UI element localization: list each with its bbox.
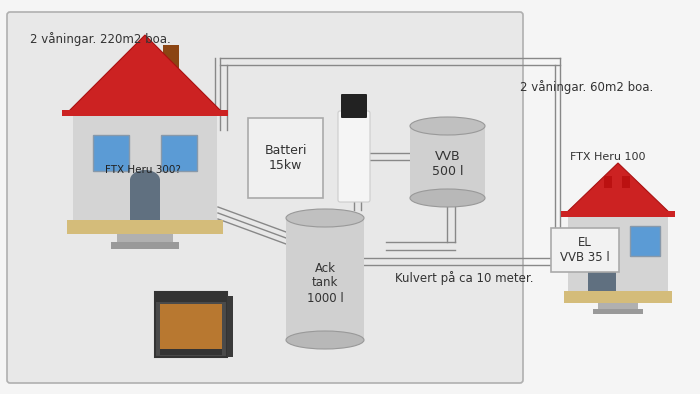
Bar: [604, 176, 612, 188]
Polygon shape: [563, 163, 673, 216]
Bar: [622, 176, 630, 188]
Ellipse shape: [130, 170, 160, 190]
Bar: [568, 216, 668, 291]
Bar: [561, 211, 675, 217]
Bar: [117, 234, 173, 242]
Text: Ack
tank
1000 l: Ack tank 1000 l: [307, 262, 344, 305]
FancyBboxPatch shape: [155, 292, 227, 357]
Bar: [160, 304, 222, 351]
FancyBboxPatch shape: [630, 226, 660, 256]
Text: FTX Heru 100: FTX Heru 100: [570, 152, 645, 162]
Ellipse shape: [286, 331, 364, 349]
Bar: [163, 45, 179, 95]
Bar: [160, 349, 222, 355]
FancyBboxPatch shape: [338, 111, 370, 202]
Text: VVB
500 l: VVB 500 l: [432, 150, 463, 178]
Text: Kulvert på ca 10 meter.: Kulvert på ca 10 meter.: [395, 271, 533, 285]
Bar: [410, 126, 485, 198]
Bar: [73, 115, 217, 220]
Polygon shape: [65, 35, 225, 115]
Bar: [67, 220, 223, 234]
Text: FTX Heru 300?: FTX Heru 300?: [105, 165, 181, 175]
FancyBboxPatch shape: [341, 94, 367, 118]
Text: EL
VVB 35 l: EL VVB 35 l: [560, 236, 610, 264]
Bar: [593, 309, 643, 314]
FancyBboxPatch shape: [93, 135, 129, 171]
FancyBboxPatch shape: [248, 118, 323, 198]
Bar: [286, 218, 364, 340]
Bar: [111, 242, 179, 249]
Ellipse shape: [286, 209, 364, 227]
Text: 2 våningar. 220m2 boa.: 2 våningar. 220m2 boa.: [30, 32, 171, 46]
Bar: [62, 110, 228, 116]
Bar: [227, 296, 233, 357]
Ellipse shape: [410, 189, 485, 207]
FancyBboxPatch shape: [551, 228, 619, 272]
FancyBboxPatch shape: [7, 12, 523, 383]
FancyBboxPatch shape: [130, 180, 160, 220]
Text: Batteri
15kw: Batteri 15kw: [265, 144, 307, 172]
Ellipse shape: [588, 245, 616, 261]
FancyBboxPatch shape: [588, 253, 616, 291]
Text: 2 våningar. 60m2 boa.: 2 våningar. 60m2 boa.: [520, 80, 653, 94]
FancyBboxPatch shape: [161, 135, 197, 171]
Bar: [155, 292, 227, 302]
Ellipse shape: [410, 117, 485, 135]
Bar: [598, 303, 638, 309]
Bar: [564, 291, 672, 303]
